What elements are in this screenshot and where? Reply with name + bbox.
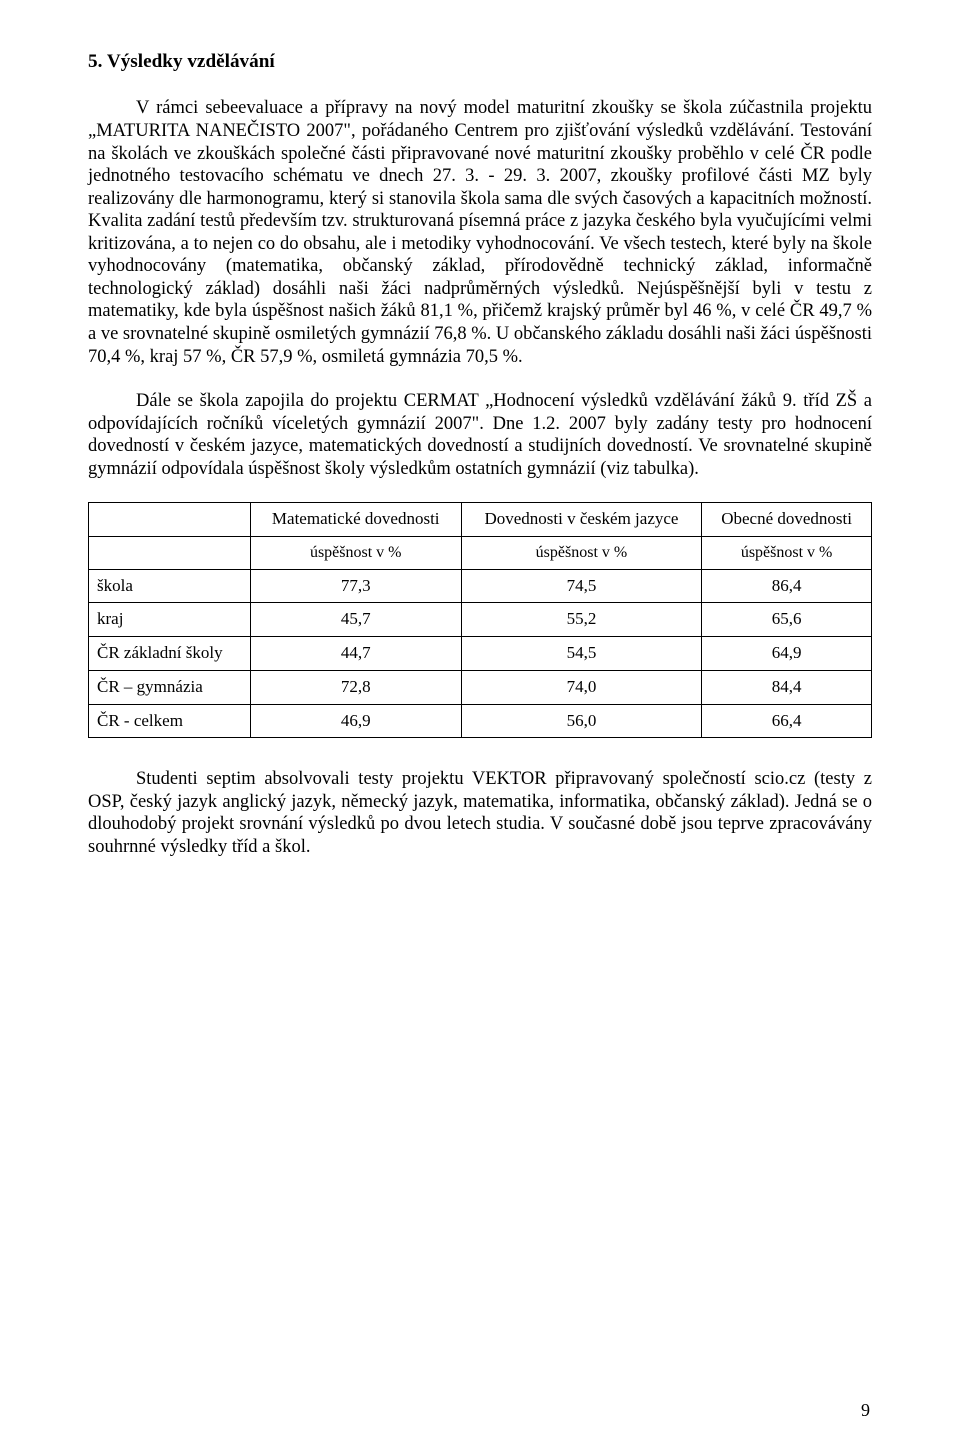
paragraph-3: Studenti septim absolvovali testy projek… <box>88 768 872 858</box>
row-label: škola <box>89 569 251 603</box>
table-row: ČR základní školy 44,7 54,5 64,9 <box>89 637 872 671</box>
cell: 86,4 <box>702 569 872 603</box>
col-header-math: Matematické dovednosti <box>250 503 461 537</box>
section-heading: 5. Výsledky vzdělávání <box>88 50 872 73</box>
paragraph-1: V rámci sebeevaluace a přípravy na nový … <box>88 97 872 368</box>
row-label: ČR základní školy <box>89 637 251 671</box>
cell: 56,0 <box>461 704 702 738</box>
table-header-row: Matematické dovednosti Dovednosti v česk… <box>89 503 872 537</box>
cell: 46,9 <box>250 704 461 738</box>
table-row: ČR - celkem 46,9 56,0 66,4 <box>89 704 872 738</box>
subhead-3: úspěšnost v % <box>702 537 872 570</box>
page-number: 9 <box>861 1400 870 1422</box>
cell: 66,4 <box>702 704 872 738</box>
cell: 65,6 <box>702 603 872 637</box>
results-table: Matematické dovednosti Dovednosti v česk… <box>88 502 872 738</box>
table-row: kraj 45,7 55,2 65,6 <box>89 603 872 637</box>
cell: 72,8 <box>250 670 461 704</box>
subhead-1: úspěšnost v % <box>250 537 461 570</box>
cell: 74,5 <box>461 569 702 603</box>
table-subheader-row: úspěšnost v % úspěšnost v % úspěšnost v … <box>89 537 872 570</box>
cell: 45,7 <box>250 603 461 637</box>
row-label: ČR - celkem <box>89 704 251 738</box>
cell: 54,5 <box>461 637 702 671</box>
row-label: kraj <box>89 603 251 637</box>
cell: 84,4 <box>702 670 872 704</box>
subhead-2: úspěšnost v % <box>461 537 702 570</box>
col-header-general: Obecné dovednosti <box>702 503 872 537</box>
cell: 55,2 <box>461 603 702 637</box>
row-label: ČR – gymnázia <box>89 670 251 704</box>
col-header-czech: Dovednosti v českém jazyce <box>461 503 702 537</box>
cell: 64,9 <box>702 637 872 671</box>
table-row: ČR – gymnázia 72,8 74,0 84,4 <box>89 670 872 704</box>
table-row: škola 77,3 74,5 86,4 <box>89 569 872 603</box>
table-blank-sub <box>89 537 251 570</box>
table-blank-corner <box>89 503 251 537</box>
cell: 77,3 <box>250 569 461 603</box>
cell: 74,0 <box>461 670 702 704</box>
paragraph-2: Dále se škola zapojila do projektu CERMA… <box>88 390 872 480</box>
cell: 44,7 <box>250 637 461 671</box>
